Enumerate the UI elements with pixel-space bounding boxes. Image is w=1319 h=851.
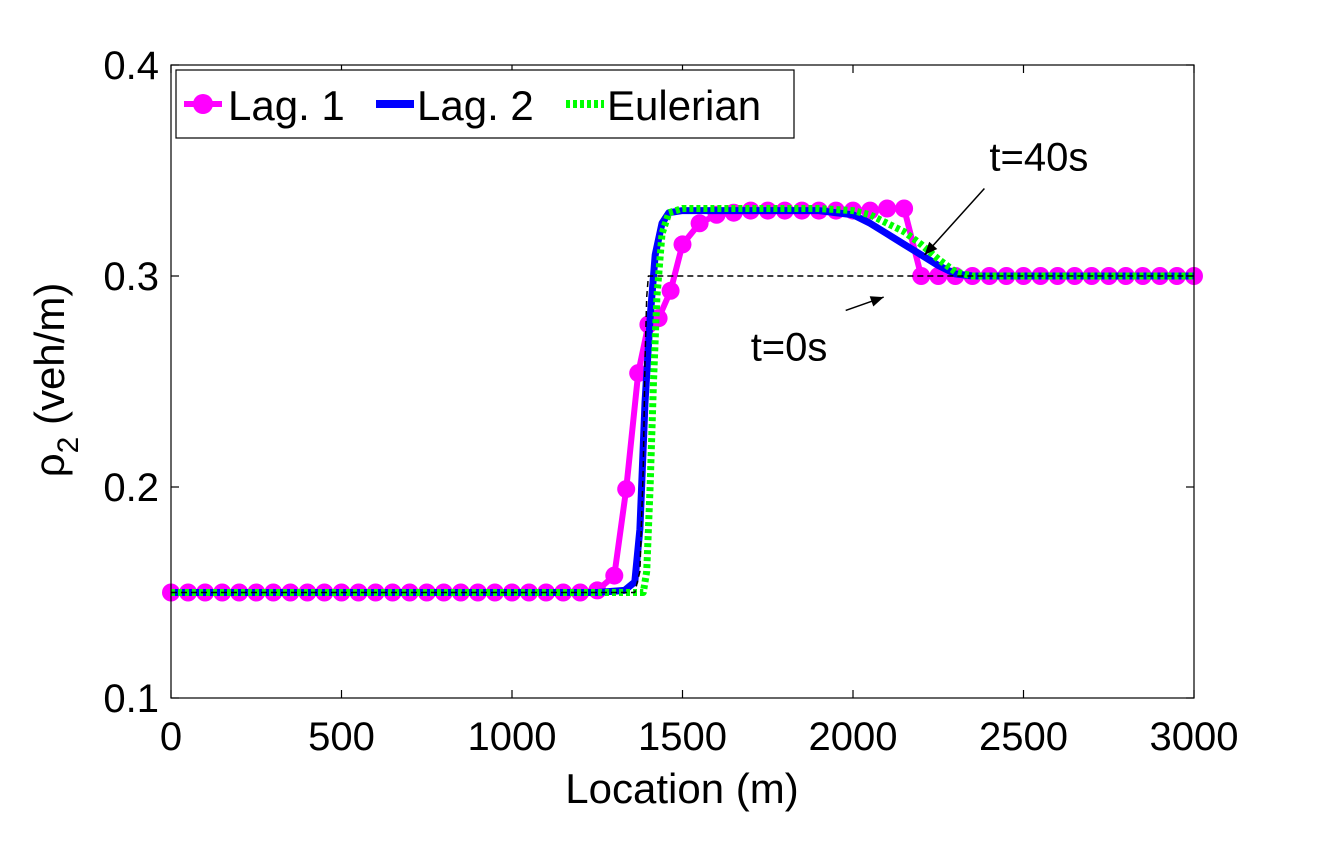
ticks-layer: 0 500 1000 1500 2000 2500 3000 0.1 0.2 0.3 0.4 [103,44,1238,759]
lag1-point [661,281,680,300]
legend-label-lag2: Lag. 2 [417,82,534,129]
lag1-point [605,566,624,585]
y-axis-title-symbol: ρ [26,453,73,477]
x-tick-label: 0 [160,715,182,759]
y-tick-label: 0.3 [103,255,159,299]
legend-label-lag1: Lag. 1 [228,82,345,129]
annotation-arrowhead [869,296,884,307]
legend-box [175,69,795,139]
x-tick-label: 1000 [468,715,557,759]
x-tick-label: 2000 [809,715,898,759]
x-tick-label: 500 [308,715,375,759]
y-axis-title-unit: (veh/m) [26,283,73,437]
x-tick-label: 1500 [638,715,727,759]
legend-label-eulerian: Eulerian [607,82,761,129]
x-tick-label: 3000 [1150,715,1239,759]
svg-text:ρ2 (veh/m): ρ2 (veh/m) [26,283,85,478]
lag1-point [673,235,692,254]
annotations-layer: t=40s t=0s [751,136,1089,370]
y-tick-label: 0.2 [103,466,159,510]
y-tick-label: 0.1 [103,677,159,721]
lag1-point [878,199,897,218]
series-eulerian-line [171,205,1194,596]
annotation-arrow [924,187,985,256]
series-lag2-line [171,207,1194,596]
x-axis-title: Location (m) [565,765,798,812]
series-initial-condition-line [171,275,1194,594]
annotation-arrowhead [924,241,938,255]
lag1-point [629,364,648,383]
y-axis-title: ρ2 (veh/m) [26,283,85,478]
series-layer [162,199,1203,602]
lag1-point [895,199,914,218]
lag1-point [690,214,709,233]
lag1-point [617,480,636,499]
legend-marker-lag1 [193,94,213,114]
x-tick-label: 2500 [979,715,1068,759]
y-tick-label: 0.4 [103,44,159,88]
legend: Lag. 1 Lag. 2 Eulerian [175,69,795,139]
y-axis-title-subscript: 2 [52,437,85,454]
annotation-label: t=0s [751,325,828,369]
annotation-label: t=40s [989,136,1088,180]
